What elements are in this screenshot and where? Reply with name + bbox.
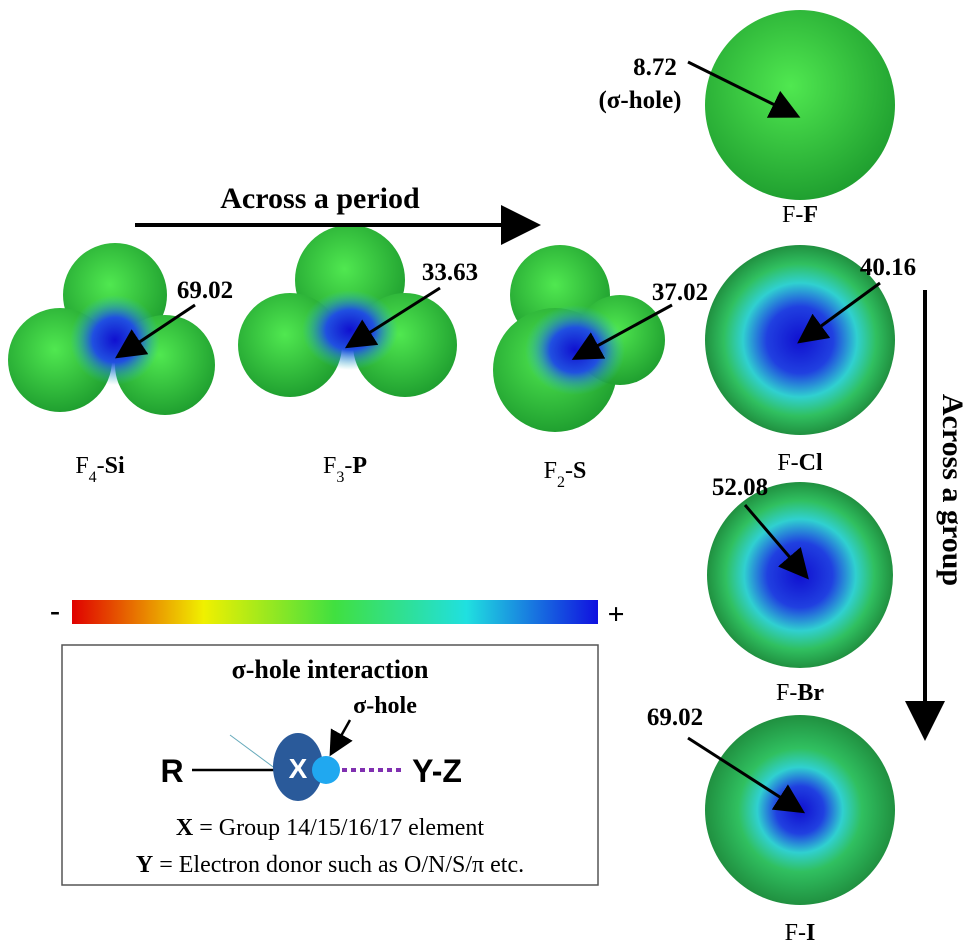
sigma-value: 37.02	[652, 279, 708, 306]
molecule-label: F3-P	[323, 453, 367, 486]
molecule-label: F-F	[782, 202, 818, 228]
label-part: 3	[336, 469, 344, 486]
colorbar: - +	[50, 594, 625, 631]
label-part: F	[785, 920, 798, 945]
box-line2: Y = Electron donor such as O/N/S/π etc.	[136, 852, 524, 878]
label-part: -	[795, 202, 803, 228]
sigma-note: (σ-hole)	[598, 87, 681, 114]
x-label: X	[289, 753, 308, 784]
label-part: Br	[797, 680, 824, 706]
label-part: -	[565, 458, 573, 484]
sigma-value: 69.02	[647, 704, 703, 731]
yz-label: Y-Z	[412, 753, 462, 789]
label-part: 2	[557, 474, 565, 491]
label-part: -	[791, 450, 799, 476]
group-arrow: Across a group	[925, 290, 966, 733]
label-part: -	[97, 453, 105, 479]
label-part: F	[803, 202, 818, 228]
label-part: P	[352, 453, 367, 479]
box-title: σ-hole interaction	[232, 655, 429, 684]
label-part: F	[323, 453, 336, 479]
label-part: Cl	[799, 450, 823, 476]
molecule-label: F-Cl	[777, 450, 823, 476]
r-label: R	[160, 753, 183, 789]
label-part: S	[573, 458, 586, 484]
period-arrow: Across a period	[135, 182, 533, 225]
sigma-value: 8.72	[633, 54, 677, 81]
sigma-value: 33.63	[422, 259, 478, 286]
colorbar-min: -	[50, 594, 60, 627]
molecule-label: F-I	[785, 920, 816, 945]
label-part: I	[806, 920, 815, 945]
label-part: F	[777, 450, 790, 476]
hole-label: σ-hole	[353, 693, 417, 719]
sigma-value: 52.08	[712, 474, 768, 501]
group-label: Across a group	[936, 394, 966, 586]
legend-box: σ-hole interaction σ-hole R X Y-Z X = Gr…	[62, 645, 598, 885]
colorbar-max: +	[607, 598, 624, 631]
label-part: F	[544, 458, 557, 484]
label-part: F	[782, 202, 795, 228]
period-label: Across a period	[220, 182, 420, 215]
molecule-label: F-Br	[776, 680, 824, 706]
label-part: -	[798, 920, 806, 945]
molecule-label: F2-S	[544, 458, 587, 491]
sigma-value: 40.16	[860, 254, 916, 281]
sigma-value: 69.02	[177, 277, 233, 304]
label-part: F	[75, 453, 88, 479]
label-part: 4	[89, 469, 97, 486]
label-part: F	[776, 680, 789, 706]
label-part: Si	[105, 453, 125, 479]
figure: Across a period Across a group F4-Si69.0…	[0, 0, 966, 945]
box-line1: X = Group 14/15/16/17 element	[176, 815, 485, 841]
molecule-label: F4-Si	[75, 453, 125, 486]
label-part: -	[344, 453, 352, 479]
label-part: -	[789, 680, 797, 706]
